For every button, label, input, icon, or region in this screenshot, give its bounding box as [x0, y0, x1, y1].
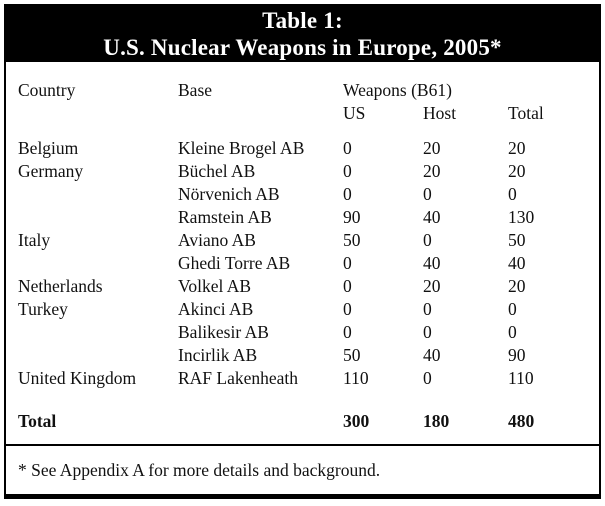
base-cell: Kleine Brogel AB	[178, 138, 305, 158]
column-group-header-weapons: Weapons (B61)	[343, 80, 452, 100]
table-row: Balikesir AB 0 0 0	[18, 321, 587, 344]
country-cell	[18, 206, 178, 229]
total-cell: 20	[508, 161, 526, 181]
header-row-2: US Host Total	[18, 102, 587, 125]
host-cell: 0	[423, 230, 432, 250]
host-cell: 20	[423, 276, 441, 296]
table-row: Incirlik AB 50 40 90	[18, 344, 587, 367]
table-section: Country Base Weapons (B61) US Host Total…	[6, 62, 599, 444]
total-host-cell: 180	[423, 411, 450, 431]
total-cell: 110	[508, 368, 534, 388]
us-cell: 0	[343, 184, 352, 204]
us-cell: 50	[343, 230, 361, 250]
country-cell: Netherlands	[18, 276, 103, 296]
country-cell: Turkey	[18, 299, 68, 319]
host-cell: 0	[423, 299, 432, 319]
table-row: Nörvenich AB 0 0 0	[18, 183, 587, 206]
host-cell: 0	[423, 322, 432, 342]
total-row: Total 300 180 480	[18, 410, 587, 433]
spacer-row	[18, 390, 587, 410]
us-cell: 0	[343, 138, 352, 158]
column-header-country: Country	[18, 80, 76, 100]
total-label: Total	[18, 411, 57, 431]
total-cell: 130	[508, 207, 535, 227]
weapons-table: Country Base Weapons (B61) US Host Total…	[18, 79, 587, 433]
us-cell: 110	[343, 368, 369, 388]
base-cell: Akinci AB	[178, 299, 254, 319]
header-row-1: Country Base Weapons (B61)	[18, 79, 587, 102]
table-figure: Table 1: U.S. Nuclear Weapons in Europe,…	[4, 4, 601, 499]
total-cell: 0	[508, 322, 517, 342]
base-cell: Büchel AB	[178, 161, 256, 181]
host-cell: 40	[423, 207, 441, 227]
host-cell: 0	[423, 184, 432, 204]
table-row: Ghedi Torre AB 0 40 40	[18, 252, 587, 275]
total-cell: 0	[508, 184, 517, 204]
base-cell: Aviano AB	[178, 230, 256, 250]
us-cell: 90	[343, 207, 361, 227]
total-cell: 40	[508, 253, 526, 273]
base-cell: Nörvenich AB	[178, 184, 280, 204]
spacer-row	[18, 125, 587, 137]
country-cell: United Kingdom	[18, 368, 137, 388]
table-body-area: Country Base Weapons (B61) US Host Total…	[4, 62, 601, 499]
us-cell: 0	[343, 276, 352, 296]
host-cell: 40	[423, 253, 441, 273]
table-row: Italy Aviano AB 50 0 50	[18, 229, 587, 252]
us-cell: 0	[343, 161, 352, 181]
total-cell: 0	[508, 299, 517, 319]
column-header-host: Host	[423, 103, 457, 123]
table-row: United Kingdom RAF Lakenheath 110 0 110	[18, 367, 587, 390]
base-cell: Incirlik AB	[178, 345, 258, 365]
country-cell	[18, 344, 178, 367]
total-cell: 90	[508, 345, 526, 365]
table-row: Belgium Kleine Brogel AB 0 20 20	[18, 137, 587, 160]
table-row: Netherlands Volkel AB 0 20 20	[18, 275, 587, 298]
total-cell: 20	[508, 138, 526, 158]
host-cell: 40	[423, 345, 441, 365]
column-header-us: US	[343, 103, 366, 123]
base-cell: Ghedi Torre AB	[178, 253, 291, 273]
table-number-title: Table 1:	[262, 8, 343, 33]
footnote-section: * See Appendix A for more details and ba…	[6, 444, 599, 482]
total-total-cell: 480	[508, 411, 535, 431]
table-row: Ramstein AB 90 40 130	[18, 206, 587, 229]
total-cell: 50	[508, 230, 526, 250]
country-cell: Belgium	[18, 138, 79, 158]
us-cell: 50	[343, 345, 361, 365]
country-cell	[18, 252, 178, 275]
table-bottom-gap	[18, 433, 587, 444]
base-cell: Balikesir AB	[178, 322, 269, 342]
host-cell: 20	[423, 138, 441, 158]
country-cell	[18, 321, 178, 344]
total-us-cell: 300	[343, 411, 370, 431]
country-cell: Italy	[18, 230, 51, 250]
footnote-text: * See Appendix A for more details and ba…	[18, 460, 381, 480]
host-cell: 20	[423, 161, 441, 181]
us-cell: 0	[343, 299, 352, 319]
column-header-base: Base	[178, 80, 213, 100]
base-cell: RAF Lakenheath	[178, 368, 299, 388]
country-cell	[18, 183, 178, 206]
column-header-total: Total	[508, 103, 544, 123]
base-cell: Ramstein AB	[178, 207, 272, 227]
host-cell: 0	[423, 368, 432, 388]
table-row: Germany Büchel AB 0 20 20	[18, 160, 587, 183]
us-cell: 0	[343, 322, 352, 342]
title-band: Table 1: U.S. Nuclear Weapons in Europe,…	[4, 4, 601, 62]
total-cell: 20	[508, 276, 526, 296]
table-row: Turkey Akinci AB 0 0 0	[18, 298, 587, 321]
table-main-title: U.S. Nuclear Weapons in Europe, 2005*	[103, 35, 502, 60]
country-cell: Germany	[18, 161, 84, 181]
us-cell: 0	[343, 253, 352, 273]
base-cell: Volkel AB	[178, 276, 252, 296]
